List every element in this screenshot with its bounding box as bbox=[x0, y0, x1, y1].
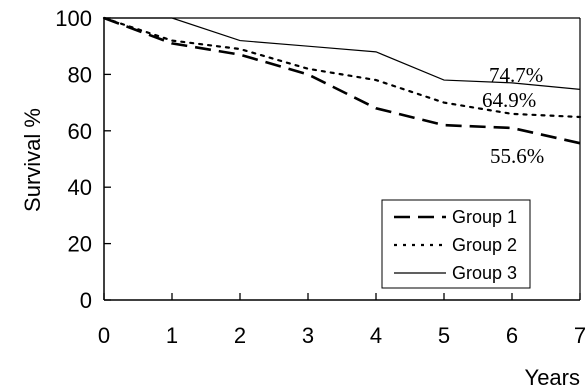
y-tick-label: 0 bbox=[80, 288, 92, 313]
series-line-group-3 bbox=[104, 17, 581, 90]
y-tick-label: 60 bbox=[68, 119, 92, 144]
x-tick-label: 3 bbox=[302, 323, 314, 348]
x-tick-label: 2 bbox=[234, 323, 246, 348]
legend-label: Group 1 bbox=[452, 207, 517, 227]
y-axis-label: Survival % bbox=[20, 108, 45, 212]
y-tick-label: 80 bbox=[68, 62, 92, 87]
y-tick-label: 40 bbox=[68, 175, 92, 200]
end-value-label: 64.9% bbox=[482, 88, 536, 112]
x-tick-label: 0 bbox=[98, 323, 110, 348]
legend-label: Group 2 bbox=[452, 235, 517, 255]
y-tick-label: 100 bbox=[55, 6, 92, 31]
x-tick-label: 7 bbox=[574, 323, 586, 348]
y-tick-label: 20 bbox=[68, 232, 92, 257]
x-tick-label: 5 bbox=[438, 323, 450, 348]
end-value-label: 55.6% bbox=[490, 144, 544, 168]
plot-frame bbox=[103, 17, 581, 301]
legend: Group 1 Group 2 Group 3 bbox=[381, 199, 531, 289]
x-axis-ticks: 0 1 2 3 4 5 6 7 bbox=[98, 293, 586, 348]
legend-items: Group 1 Group 2 Group 3 bbox=[394, 207, 517, 283]
end-value-label: 74.7% bbox=[489, 63, 543, 87]
series-line-group-1 bbox=[103, 16, 581, 145]
x-tick-label: 4 bbox=[370, 323, 382, 348]
x-axis-label: Years bbox=[525, 365, 580, 390]
legend-label: Group 3 bbox=[452, 263, 517, 283]
y-axis-ticks: 0 20 40 60 80 100 bbox=[55, 6, 111, 313]
x-tick-label: 6 bbox=[506, 323, 518, 348]
x-tick-label: 1 bbox=[166, 323, 178, 348]
data-label-layer: 74.7%64.9% 55.6% bbox=[482, 63, 544, 168]
series-line-group-2 bbox=[102, 16, 582, 119]
series-layer bbox=[102, 16, 582, 145]
